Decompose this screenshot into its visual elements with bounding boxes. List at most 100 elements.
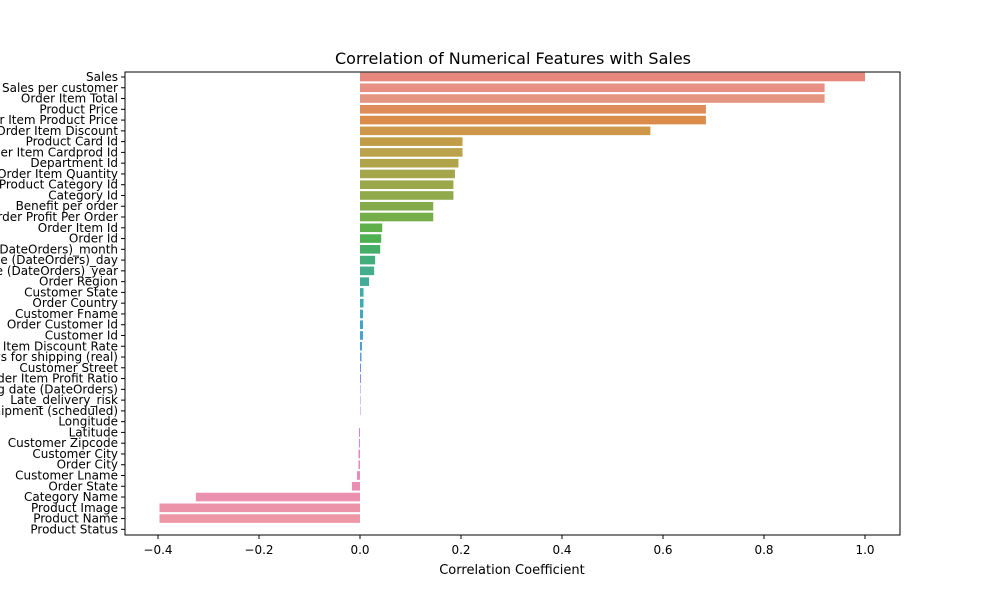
x-axis-ticks: −0.4 −0.2 0.0 0.2 0.4 0.6 0.8 1.0: [143, 535, 875, 557]
y-tick-label: Order Item Product Price: [0, 113, 118, 127]
bar-department-id: [360, 158, 459, 168]
y-tick-label: Customer City: [32, 447, 118, 461]
bar-shipping-date-dateorders: [360, 385, 361, 394]
y-tick-label: Latitude: [69, 425, 118, 439]
bar-order-item-profit-ratio: [360, 374, 362, 383]
x-axis-label: Correlation Coefficient: [439, 563, 585, 578]
y-tick-label: Sales per customer: [2, 81, 118, 95]
bars-group: [159, 72, 865, 523]
y-tick-label: Customer Lname: [15, 468, 118, 482]
y-tick-label: order date (DateOrders)_month: [0, 242, 118, 256]
bar-customer-zipcode: [358, 438, 360, 448]
x-tick-label: 0.0: [350, 543, 369, 557]
y-tick-label: order date (DateOrders)_year: [0, 264, 118, 278]
bar-order-item-product-price: [360, 115, 706, 125]
bar-order-state: [351, 481, 360, 491]
y-tick-label: Order Item Profit Ratio: [0, 372, 118, 386]
y-tick-label: Category Name: [24, 490, 118, 504]
y-tick-label: Order Item Total: [21, 92, 118, 106]
y-tick-label: Sales: [86, 70, 118, 84]
y-tick-label: Customer Street: [19, 361, 118, 375]
x-tick-label: 1.0: [855, 543, 874, 557]
bar-product-price: [360, 105, 706, 114]
y-tick-label: Longitude: [58, 415, 118, 429]
bar-customer-city: [358, 449, 360, 459]
y-tick-label: Order Item Discount: [0, 124, 118, 138]
bar-order-item-discount-rate: [360, 341, 363, 351]
y-tick-label: Product Category Id: [0, 178, 118, 192]
y-tick-label: Customer Id: [45, 328, 118, 342]
x-tick-label: 0.6: [653, 543, 672, 557]
y-tick-label: Late_delivery_risk: [10, 393, 118, 407]
bar-order-id: [360, 234, 382, 243]
plot-frame: [124, 71, 901, 536]
bar-order-city: [358, 460, 360, 470]
x-tick-label: 0.2: [451, 543, 470, 557]
y-tick-label: Order Item Quantity: [0, 167, 118, 181]
bar-product-image: [159, 503, 360, 513]
y-tick-label: Product Image: [31, 501, 118, 515]
bar-order-region: [360, 277, 370, 286]
y-tick-label: Days for shipping (real): [0, 350, 118, 364]
bar-category-id: [360, 191, 454, 200]
bar-order-date-dateorders-year: [360, 266, 375, 276]
y-tick-label: Department Id: [30, 156, 118, 170]
x-tick-label: −0.4: [143, 543, 172, 557]
bar-category-name: [195, 492, 361, 502]
y-tick-label: Product Card Id: [26, 135, 118, 149]
bar-order-date-dateorders-day: [360, 255, 376, 265]
bar-days-for-shipping-real: [360, 352, 362, 362]
bar-order-item-discount: [360, 126, 651, 136]
y-tick-label: order date (DateOrders)_day: [0, 253, 118, 267]
y-tick-label: Product Price: [39, 102, 118, 116]
bar-order-item-total: [360, 94, 825, 103]
bar-product-category-id: [360, 180, 454, 189]
y-tick-label: Product Name: [33, 512, 118, 526]
bar-customer-street: [360, 363, 362, 373]
y-tick-label: Category Id: [48, 188, 118, 202]
bar-customer-lname: [356, 471, 360, 480]
y-tick-label: Order State: [48, 479, 118, 493]
x-tick-label: 0.8: [754, 543, 773, 557]
y-tick-label: Order Id: [69, 232, 118, 246]
y-tick-label: Order City: [57, 458, 118, 472]
bar-latitude: [358, 428, 360, 437]
chart-title: Correlation of Numerical Features with S…: [335, 49, 691, 68]
bar-product-name: [159, 514, 360, 523]
y-tick-label: Product Status: [30, 522, 118, 536]
y-tick-label: Order Item Id: [38, 221, 118, 235]
y-tick-label: Order Country: [32, 296, 118, 310]
bar-product-card-id: [360, 137, 463, 146]
bar-sales: [360, 72, 865, 82]
bar-order-item-id: [360, 223, 383, 233]
y-tick-label: Order Item Discount Rate: [0, 339, 118, 353]
bar-sales-per-customer: [360, 83, 825, 93]
y-tick-label: Order Customer Id: [7, 318, 118, 332]
y-tick-label: Customer State: [24, 285, 118, 299]
y-tick-label: Order Region: [39, 275, 118, 289]
bar-order-item-cardprod-id: [360, 148, 463, 157]
bar-order-customer-id: [360, 320, 364, 330]
bar-order-item-quantity: [360, 169, 455, 179]
x-tick-label: 0.4: [552, 543, 571, 557]
bar-customer-fname: [360, 309, 364, 319]
bar-customer-state: [360, 288, 364, 297]
y-tick-label: Customer Zipcode: [8, 436, 118, 450]
y-tick-label: Days for shipment (scheduled): [0, 404, 118, 418]
x-tick-label: −0.2: [244, 543, 273, 557]
y-tick-label: Order Profit Per Order: [0, 210, 118, 224]
bar-order-country: [360, 298, 364, 308]
bar-customer-id: [360, 331, 364, 340]
bar-days-for-shipment-scheduled: [360, 406, 361, 416]
y-tick-label: Benefit per order: [16, 199, 118, 213]
y-tick-label: Order Item Cardprod Id: [0, 145, 118, 159]
y-tick-label: shipping date (DateOrders): [0, 382, 118, 396]
bar-late-delivery-risk: [360, 395, 361, 405]
y-tick-label: Customer Fname: [15, 307, 118, 321]
bar-order-profit-per-order: [360, 212, 434, 222]
bar-order-date-dateorders-month: [360, 245, 381, 254]
bar-benefit-per-order: [360, 201, 434, 211]
